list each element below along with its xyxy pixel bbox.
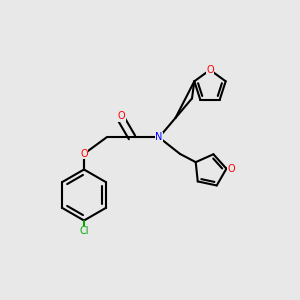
Text: O: O — [80, 149, 88, 159]
Text: Cl: Cl — [79, 226, 89, 236]
Text: O: O — [206, 65, 214, 75]
Text: N: N — [155, 132, 163, 142]
Text: O: O — [118, 111, 125, 122]
Text: O: O — [80, 148, 88, 158]
Text: O: O — [206, 65, 214, 75]
Text: N: N — [155, 132, 163, 142]
Text: Cl: Cl — [79, 226, 89, 236]
Text: O: O — [227, 164, 235, 174]
Text: O: O — [118, 111, 125, 122]
